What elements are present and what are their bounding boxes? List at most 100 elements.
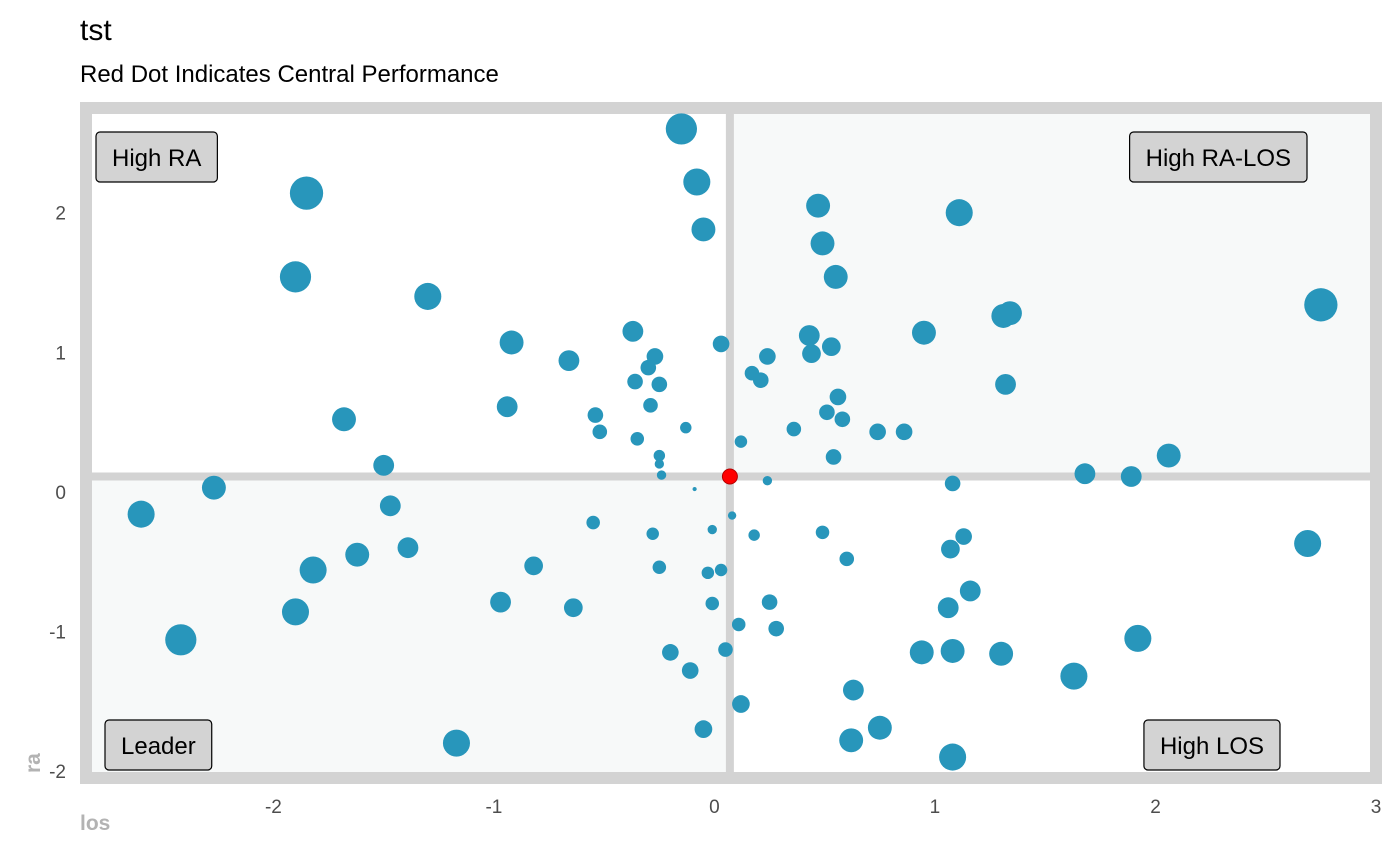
data-point-93 xyxy=(786,421,802,437)
plot-panel xyxy=(80,102,1382,784)
x-tick-label: -2 xyxy=(265,797,282,818)
data-points xyxy=(127,113,1338,771)
data-point-24 xyxy=(692,486,697,492)
y-tick-label: 2 xyxy=(55,204,66,225)
data-point-3 xyxy=(691,217,716,242)
data-point-14 xyxy=(643,398,658,413)
data-point-99 xyxy=(762,476,773,486)
data-point-83 xyxy=(823,264,848,289)
data-point-30 xyxy=(345,542,370,567)
center-point xyxy=(721,468,738,485)
data-point-41 xyxy=(815,525,830,540)
data-point-2 xyxy=(683,168,711,196)
data-point-16 xyxy=(332,407,356,432)
data-point-5 xyxy=(279,261,312,293)
data-point-62 xyxy=(940,639,965,663)
y-tick-label: 1 xyxy=(55,343,66,364)
data-point-26 xyxy=(201,475,226,500)
data-point-54 xyxy=(732,695,750,713)
data-point-77 xyxy=(997,301,1022,326)
quadrant-label-bottom-right: High LOS xyxy=(1143,719,1281,771)
data-point-51 xyxy=(718,642,733,657)
data-point-15 xyxy=(496,396,518,418)
data-point-17 xyxy=(587,407,604,423)
data-point-35 xyxy=(652,560,667,574)
data-point-32 xyxy=(524,556,544,576)
data-point-63 xyxy=(989,641,1014,666)
quadrant-label-box xyxy=(104,719,213,771)
data-point-25 xyxy=(373,454,395,476)
data-point-12 xyxy=(627,373,643,390)
data-point-61 xyxy=(909,640,934,665)
chart-subtitle: Red Dot Indicates Central Performance xyxy=(80,61,499,88)
data-point-74 xyxy=(1156,443,1181,468)
data-point-82 xyxy=(810,231,835,256)
data-point-60 xyxy=(939,743,967,771)
data-point-39 xyxy=(727,511,737,520)
data-point-20 xyxy=(680,421,692,434)
data-point-38 xyxy=(707,524,717,535)
data-point-28 xyxy=(379,495,401,517)
data-point-57 xyxy=(842,679,864,701)
data-point-65 xyxy=(959,580,981,602)
center-point-group xyxy=(721,468,738,485)
data-point-7 xyxy=(499,330,524,355)
data-point-52 xyxy=(662,644,679,661)
quadrant-label-text: High LOS xyxy=(1160,733,1264,760)
data-point-23 xyxy=(656,470,667,480)
data-point-84 xyxy=(798,325,820,346)
data-point-31 xyxy=(299,556,327,584)
data-point-42 xyxy=(839,551,855,567)
data-point-59 xyxy=(867,715,892,740)
quadrant-label-box xyxy=(1143,719,1281,771)
data-point-68 xyxy=(944,475,961,492)
data-point-22 xyxy=(654,459,665,469)
data-point-44 xyxy=(281,598,310,626)
data-point-90 xyxy=(825,449,842,465)
x-axis-ticks: -2 -1 0 1 2 3 xyxy=(265,797,1381,818)
quadrant-label-top-right: High RA-LOS xyxy=(1129,131,1308,183)
data-point-64 xyxy=(937,597,959,619)
data-point-19 xyxy=(630,432,645,446)
y-tick-label: -1 xyxy=(49,622,66,643)
data-point-87 xyxy=(829,388,847,406)
y-tick-label: 0 xyxy=(55,483,66,504)
data-point-80 xyxy=(945,199,973,227)
data-point-75 xyxy=(1304,288,1338,322)
x-tick-label: 3 xyxy=(1371,797,1382,818)
data-point-9 xyxy=(622,320,644,342)
quadrant-label-box xyxy=(95,131,218,183)
x-tick-label: 2 xyxy=(1150,797,1161,818)
data-point-70 xyxy=(1124,624,1152,652)
data-point-55 xyxy=(694,720,713,738)
data-point-11 xyxy=(640,359,657,376)
x-tick-label: -1 xyxy=(485,797,502,818)
data-point-1 xyxy=(665,113,697,145)
data-point-85 xyxy=(802,344,821,364)
data-point-79 xyxy=(911,320,936,345)
data-point-13 xyxy=(651,376,668,393)
y-axis-ticks: 2 1 0 -1 -2 xyxy=(49,204,66,783)
data-point-4 xyxy=(289,176,324,210)
data-point-56 xyxy=(442,729,470,757)
data-point-73 xyxy=(1120,466,1142,487)
data-point-48 xyxy=(761,594,778,610)
y-tick-label: -2 xyxy=(49,762,66,783)
data-point-43 xyxy=(490,591,511,613)
quadrant-labels: High RA High RA-LOS Leader High LOS xyxy=(95,131,1308,771)
data-point-27 xyxy=(127,500,155,528)
data-point-47 xyxy=(705,596,720,611)
data-point-53 xyxy=(681,662,699,679)
data-point-34 xyxy=(646,527,659,540)
data-point-94 xyxy=(734,435,748,448)
data-point-81 xyxy=(806,193,831,218)
data-point-58 xyxy=(839,728,864,753)
quadrant-label-box xyxy=(1129,131,1308,183)
data-point-78 xyxy=(995,373,1016,395)
data-point-66 xyxy=(941,539,960,559)
data-point-91 xyxy=(869,423,886,441)
quadrant-label-top-left: High RA xyxy=(95,131,218,183)
data-point-72 xyxy=(1074,463,1096,485)
